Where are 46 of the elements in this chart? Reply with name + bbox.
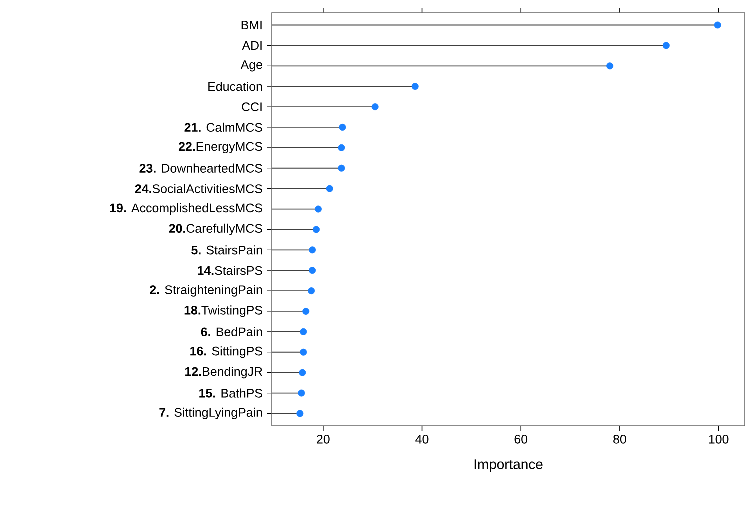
point	[309, 246, 316, 254]
point	[339, 124, 346, 131]
y-tick-label: ADI	[242, 41, 262, 50]
point	[714, 22, 722, 29]
x-tick-label: 80	[614, 435, 626, 444]
point	[606, 62, 614, 70]
x-tick-label: 100	[709, 435, 729, 444]
y-tick-label: Education	[208, 82, 262, 92]
y-tick-label: 15. BathPS	[200, 388, 262, 398]
point	[302, 308, 310, 315]
y-tick-label: 24.SocialActivitiesMCS	[135, 184, 262, 194]
point	[412, 83, 419, 90]
y-tick-label: 20.CarefullyMCS	[169, 224, 262, 236]
point	[298, 390, 306, 397]
point	[300, 328, 308, 336]
y-tick-label: 6. BedPain	[201, 327, 262, 337]
y-tick-label: 22.EnergyMCS	[178, 142, 262, 154]
point	[309, 267, 316, 274]
x-tick-label: 40	[416, 435, 429, 444]
x-axis-title: Importance	[474, 460, 543, 472]
y-tick-label: BMI	[242, 20, 262, 30]
point	[662, 42, 670, 50]
y-tick-label: 21. CalmMCS	[184, 122, 262, 132]
x-tick-label: 20	[317, 435, 330, 444]
point	[299, 369, 306, 376]
y-tick-label: Age	[240, 60, 262, 72]
point	[326, 185, 334, 192]
y-tick-label: 23. DownheartedMCS	[140, 164, 262, 173]
point	[372, 104, 379, 111]
y-tick-label: 5. StairsPain	[192, 246, 262, 255]
point	[312, 226, 320, 234]
point	[338, 164, 346, 172]
x-tick-label: 60	[514, 435, 528, 444]
point	[314, 206, 322, 213]
y-tick-label: 19. AccomplishedLessMCS	[110, 203, 262, 216]
point	[308, 288, 316, 295]
y-tick-label: CCI	[242, 102, 262, 112]
point	[296, 410, 304, 418]
point	[300, 348, 308, 356]
point	[338, 144, 346, 152]
y-tick-label: 18.TwistingPS	[184, 306, 262, 318]
y-tick-label: 16. SittingPS	[190, 346, 262, 358]
y-tick-label: 12.BendingJR	[186, 367, 262, 379]
y-tick-label: 2. StraighteningPain	[150, 285, 262, 297]
y-tick-label: 7. SittingLyingPain	[160, 408, 262, 420]
y-tick-label: 14.StairsPS	[198, 266, 262, 276]
